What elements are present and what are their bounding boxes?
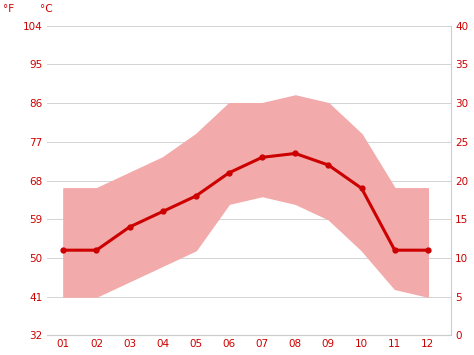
Text: °C: °C bbox=[40, 4, 53, 14]
Text: °F: °F bbox=[2, 4, 14, 14]
